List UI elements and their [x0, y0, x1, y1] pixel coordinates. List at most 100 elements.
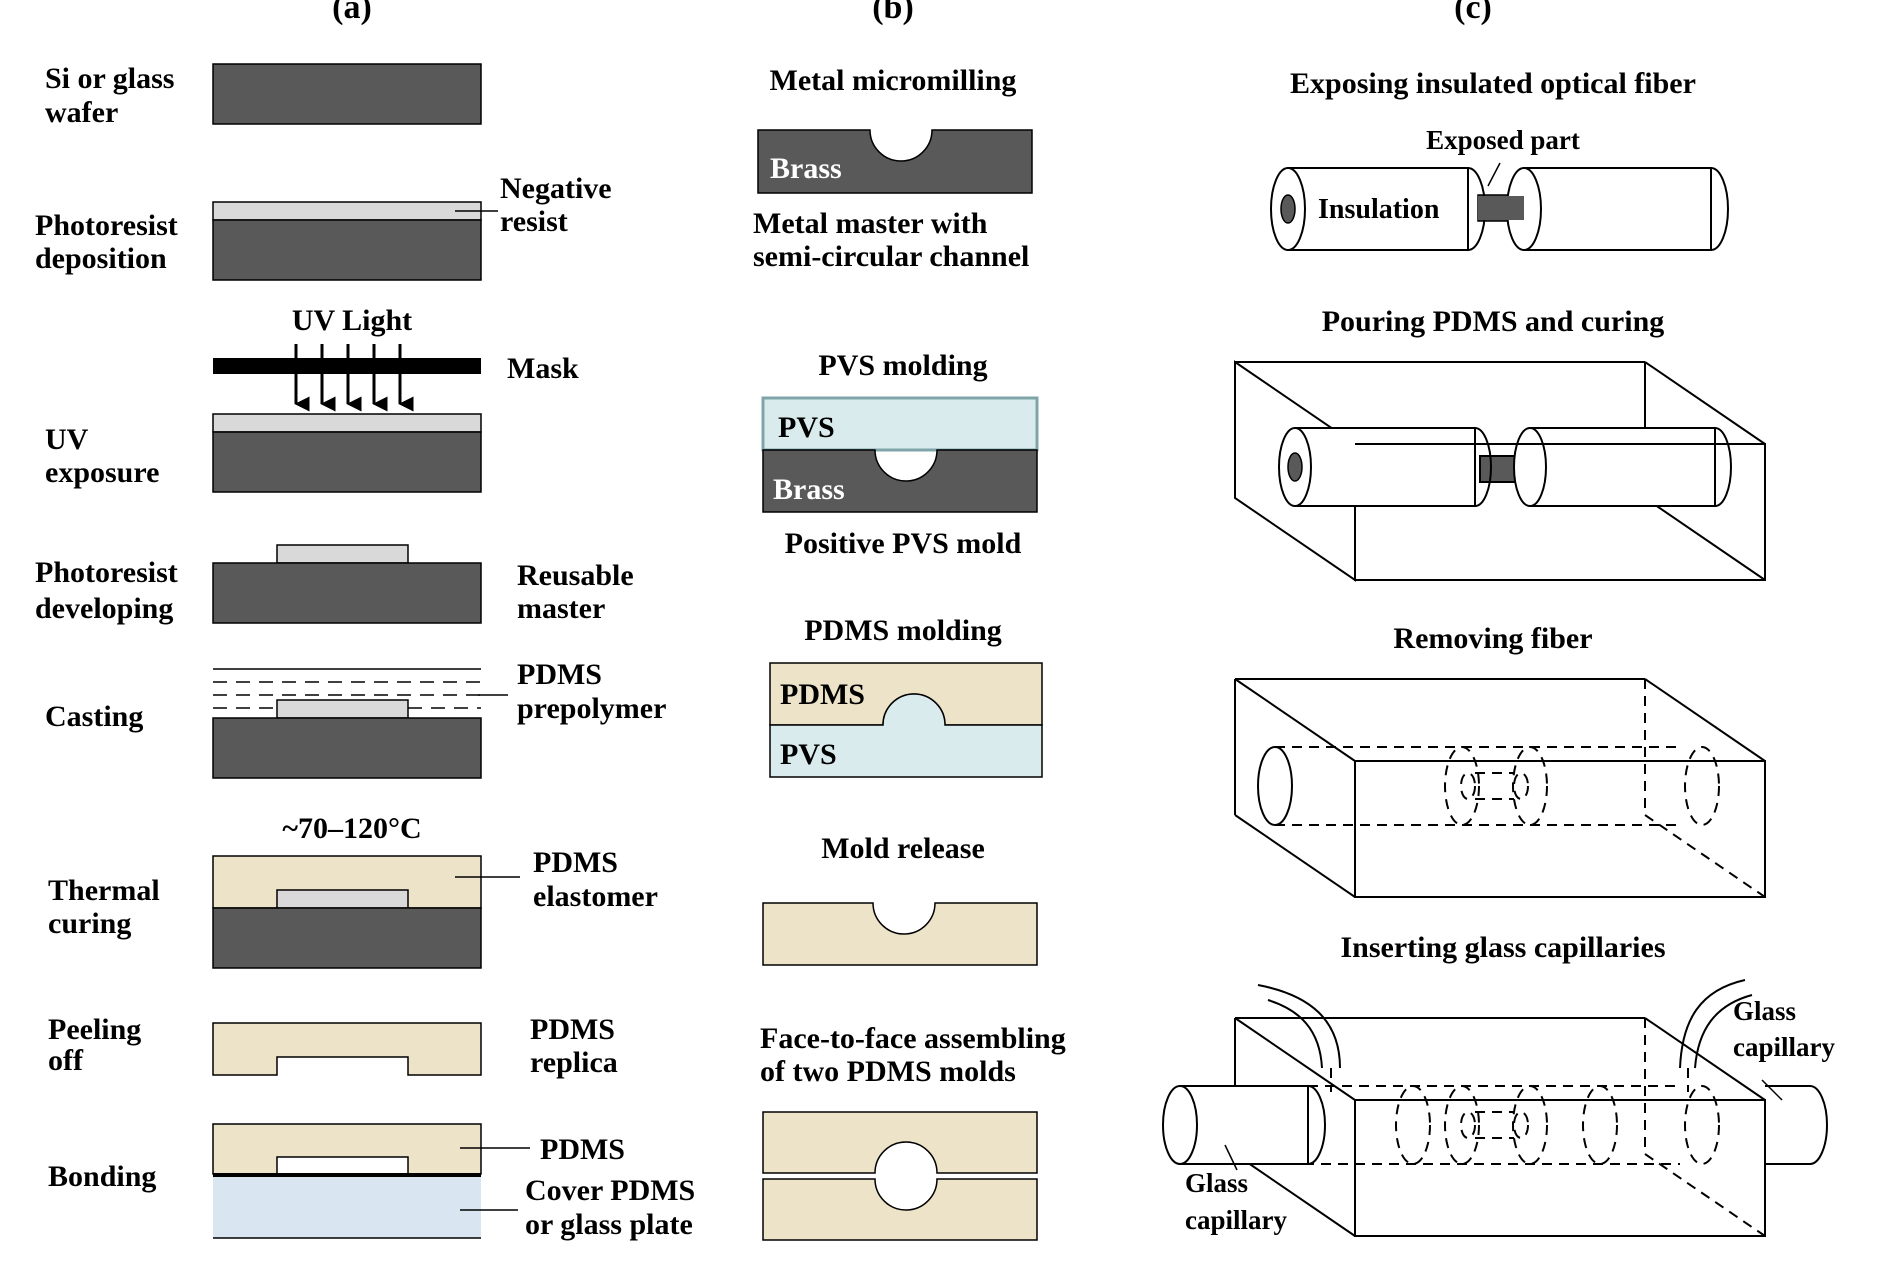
deposition-label-1: Photoresist: [35, 209, 178, 242]
right-capillary-label-2: capillary: [1733, 1032, 1835, 1062]
embedded-insulation-left: [1294, 427, 1476, 507]
uv-exposure-label-1: UV: [45, 423, 89, 456]
step-micromilling: Metal micromilling Brass Metal master wi…: [753, 64, 1033, 273]
deposition-substrate: [212, 219, 482, 281]
inserting-title: Inserting glass capillaries: [1340, 931, 1665, 964]
curing-substrate: [212, 907, 482, 969]
pouring-title: Pouring PDMS and curing: [1322, 305, 1665, 338]
negative-resist-note-2: resist: [500, 205, 568, 238]
channel2-ring: [1582, 1085, 1618, 1165]
fiber-end-core: [1280, 194, 1296, 224]
casting-substrate: [212, 717, 482, 779]
brass-label: Brass: [770, 152, 842, 185]
step-mold-release: Mold release: [762, 832, 1038, 966]
exposed-part-label: Exposed part: [1426, 125, 1580, 155]
left-capillary-leader: [1224, 1144, 1238, 1171]
box-top-right-edge: [1644, 361, 1766, 445]
embedded-insulation-right-end: [1714, 427, 1732, 507]
reusable-master-note-1: Reusable: [517, 559, 634, 592]
bond-pdms-note: PDMS: [540, 1133, 625, 1166]
uv-substrate: [212, 431, 482, 493]
embedded-insulation-right-face: [1513, 427, 1547, 507]
uv-arrows: [294, 344, 414, 412]
milling-title: Metal micromilling: [770, 64, 1017, 97]
box3-left-bottom-edge: [1234, 1153, 1356, 1237]
insulation-right-body: [1523, 167, 1712, 251]
pdms-mold-bottom-label: PVS: [780, 738, 837, 771]
casting-label: Casting: [45, 700, 143, 733]
step-peeling-off: Peeling off PDMS replica: [48, 1013, 618, 1079]
curing-temperature: ~70–120°C: [282, 812, 421, 845]
uv-resist-layer: [212, 413, 482, 433]
curved-tube-right-outer: [1679, 979, 1746, 1069]
channel-ring: [1684, 746, 1720, 826]
exposed-core-stub: [1478, 196, 1524, 220]
panel-a: (a) Si or glass wafer Photoresist deposi…: [35, 0, 695, 1241]
left-capillary-label-2: capillary: [1185, 1205, 1287, 1235]
channel2-ring: [1684, 1085, 1720, 1165]
pdms-replica: [212, 1022, 482, 1076]
brass-master: [757, 129, 1033, 194]
core2-ring: [1513, 1111, 1529, 1139]
channel-inlet: [1257, 746, 1293, 826]
released-pdms-mold: [762, 902, 1038, 966]
bonded-pdms: [212, 1123, 482, 1175]
box2-front-face: [1354, 760, 1766, 898]
mask-label: Mask: [507, 352, 579, 385]
curved-tube-left-inner: [1267, 999, 1323, 1069]
step-pvs-molding: PVS molding PVS Brass Positive PVS mold: [761, 349, 1039, 560]
developing-label-2: developing: [35, 592, 173, 625]
insulation-left-body: [1287, 167, 1469, 251]
curved-tube-left-outer: [1257, 984, 1341, 1069]
resist-feature: [276, 544, 409, 564]
cover-note-2: or glass plate: [525, 1208, 693, 1241]
replica-note-2: replica: [530, 1046, 618, 1079]
step-developing: Photoresist developing Reusable master: [35, 544, 634, 625]
resist-layer: [212, 201, 482, 221]
elastomer-note-2: elastomer: [533, 880, 658, 913]
step-thermal-curing: ~70–120°C Thermal curing PDMS elastomer: [48, 812, 658, 969]
box3-right-top-edge: [1644, 1017, 1766, 1101]
box3-front-face: [1354, 1099, 1766, 1237]
box2-hidden-bottom: [1644, 814, 1766, 898]
uv-exposure-label-2: exposure: [45, 456, 159, 489]
pdms-mold-top-label: PDMS: [780, 678, 865, 711]
embedded-fiber-end-core: [1287, 452, 1303, 482]
hidden-channel: [1275, 679, 1766, 898]
box2-left-bottom-edge: [1234, 814, 1356, 898]
wafer-label-1: Si or glass: [45, 62, 174, 95]
pvs-layer: [761, 396, 1039, 452]
pvs-bottom-label: Brass: [773, 473, 845, 506]
peeling-label-2: off: [48, 1044, 84, 1077]
step-removing-fiber: Removing fiber: [1234, 622, 1766, 898]
left-capillary-body: [1179, 1085, 1309, 1165]
negative-resist-note-1: Negative: [500, 172, 612, 205]
insulation-right-end: [1710, 167, 1729, 251]
panel-b: (b) Metal micromilling Brass Metal maste…: [753, 0, 1066, 1241]
channel2-ring: [1512, 1085, 1548, 1165]
pvs-caption: Positive PVS mold: [785, 527, 1022, 560]
assembly-top-mold: [762, 1111, 1038, 1174]
box2-left-top-edge: [1234, 678, 1356, 762]
removing-title: Removing fiber: [1393, 622, 1592, 655]
prepolymer-dashes: [213, 681, 481, 709]
panel-c: (c) Exposing insulated optical fiber Exp…: [1162, 0, 1835, 1237]
step-casting: Casting PDMS prepolymer: [45, 658, 666, 779]
step-pouring-pdms: Pouring PDMS and curing: [1234, 305, 1766, 582]
bonding-label: Bonding: [48, 1160, 156, 1193]
step-assembly: Face-to-face assembling of two PDMS mold…: [760, 1022, 1066, 1241]
channel-ring: [1512, 746, 1548, 826]
right-capillary-label-1: Glass: [1733, 996, 1796, 1026]
milling-caption-2: semi-circular channel: [753, 240, 1029, 273]
step-wafer: Si or glass wafer: [45, 62, 482, 129]
box3-hidden-bottom: [1644, 1153, 1766, 1237]
channel2-ring: [1444, 1085, 1480, 1165]
step-uv-exposure: UV Light Mask UV exposure: [45, 304, 579, 493]
step-pdms-molding: PDMS molding PDMS PVS: [769, 614, 1043, 778]
assembly-title-1: Face-to-face assembling: [760, 1022, 1066, 1055]
peeling-label-1: Peeling: [48, 1013, 141, 1046]
casting-resist-feature: [276, 699, 409, 719]
core-ring: [1460, 772, 1476, 800]
milling-caption-1: Metal master with: [753, 207, 988, 240]
step-exposing-fiber: Exposing insulated optical fiber Exposed…: [1270, 67, 1729, 251]
